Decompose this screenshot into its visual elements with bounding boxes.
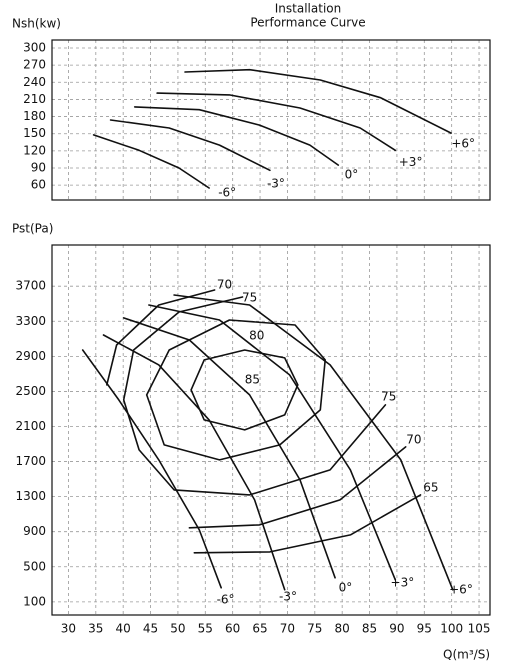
curve-label: 65 (423, 480, 438, 494)
x-tick-label: 45 (143, 622, 158, 636)
y-tick-label: 120 (23, 143, 46, 157)
curve (148, 304, 397, 581)
y-tick-label: 1700 (15, 454, 46, 468)
curve-label: 80 (249, 329, 264, 343)
curve (156, 92, 397, 152)
y-tick-label: 210 (23, 92, 46, 106)
x-tick-label: 35 (88, 622, 103, 636)
y-tick-label: 900 (23, 524, 46, 538)
chart-subtitle: Performance Curve (250, 16, 365, 30)
x-tick-label: 105 (468, 622, 491, 636)
x-tick-label: 80 (335, 622, 350, 636)
curve-label: -3° (267, 177, 285, 191)
curve-label: -3° (279, 589, 297, 603)
x-tick-label: 70 (280, 622, 295, 636)
y-tick-label: 3300 (15, 314, 46, 328)
y-tick-label: 2100 (15, 419, 46, 433)
curve (109, 119, 271, 172)
curve-label: 70 (406, 432, 421, 446)
curve (145, 319, 326, 461)
x-tick-label: 85 (362, 622, 377, 636)
y-tick-label: 240 (23, 75, 46, 89)
curve-label: +6° (449, 582, 473, 596)
curve-label: +6° (451, 137, 475, 151)
curve (102, 334, 286, 591)
y-tick-label: 270 (23, 58, 46, 72)
y-tick-label: 90 (31, 161, 46, 175)
x-tick-label: 95 (417, 622, 432, 636)
y-axis-label: Nsh(kw) (12, 17, 61, 31)
plot-frame (51, 244, 491, 616)
y-tick-label: 2900 (15, 349, 46, 363)
y-tick-label: 2500 (15, 384, 46, 398)
plot-frame (51, 39, 491, 201)
x-tick-label: 65 (252, 622, 267, 636)
curve (193, 494, 422, 554)
curve-label: 75 (242, 290, 257, 304)
curve (122, 317, 336, 579)
curve (190, 349, 299, 431)
y-axis-label: Pst(Pa) (12, 222, 53, 236)
x-tick-label: 75 (307, 622, 322, 636)
curve-label: -6° (218, 186, 236, 200)
x-tick-label: 30 (61, 622, 76, 636)
y-tick-label: 500 (23, 559, 46, 573)
y-tick-label: 300 (23, 41, 46, 55)
curve-label: 85 (245, 372, 260, 386)
x-tick-label: 40 (116, 622, 131, 636)
x-tick-label: 50 (170, 622, 185, 636)
curve-label: 70 (217, 277, 232, 291)
curve-label: -6° (217, 592, 235, 606)
chart-title: Installation (275, 2, 341, 16)
curve (92, 134, 210, 189)
y-tick-label: 150 (23, 126, 46, 140)
curve (184, 68, 452, 134)
x-tick-label: 90 (389, 622, 404, 636)
x-tick-label: 60 (225, 622, 240, 636)
x-tick-label: 100 (440, 622, 463, 636)
y-tick-label: 60 (31, 178, 46, 192)
curve (133, 106, 340, 166)
curve (122, 296, 387, 496)
x-axis-label: Q(m³/S) (443, 648, 490, 662)
y-tick-label: 180 (23, 109, 46, 123)
curve-label: +3° (391, 575, 415, 589)
curve-label: 0° (339, 580, 353, 594)
curve-label: +3° (399, 155, 423, 169)
x-tick-label: 55 (198, 622, 213, 636)
y-tick-label: 3700 (15, 279, 46, 293)
curve (106, 289, 407, 529)
curve-label: 0° (345, 167, 359, 181)
curve-label: 75 (381, 389, 396, 403)
y-tick-label: 1300 (15, 489, 46, 503)
y-tick-label: 100 (23, 594, 46, 608)
